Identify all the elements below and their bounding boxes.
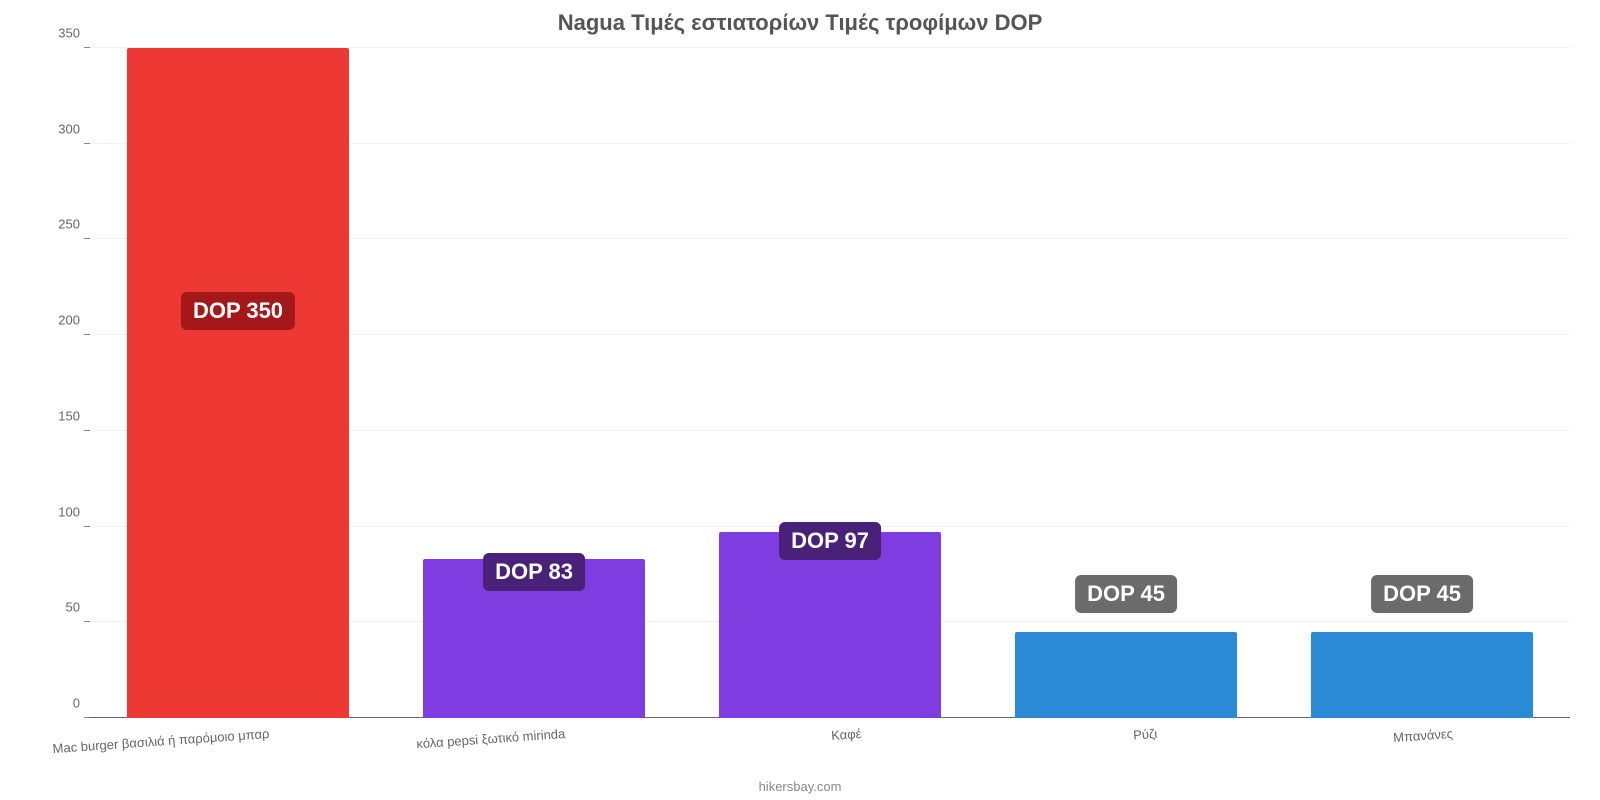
bar-value-label: DOP 83 [483,553,585,591]
bar [127,48,349,718]
plot-area: 050100150200250300350DOP 350Mac burger β… [90,48,1570,718]
y-tick [84,47,90,48]
bar-value-label: DOP 97 [779,522,881,560]
bar-value-label: DOP 45 [1075,575,1177,613]
bar [1015,632,1237,718]
y-tick-label: 300 [58,121,90,136]
bar-value-label: DOP 350 [181,292,295,330]
x-tick-label: Ρύζι [1132,718,1158,743]
x-tick-label: Καφέ [830,718,862,743]
y-tick-label: 100 [58,504,90,519]
x-tick-label: κόλα pepsi ξωτικό mirinda [415,718,565,751]
y-tick [84,717,90,718]
x-tick-label: Mac burger βασιλιά ή παρόμοιο μπαρ [51,718,269,756]
y-tick-label: 350 [58,26,90,41]
attribution: hikersbay.com [0,779,1600,794]
y-tick-label: 50 [66,600,90,615]
bar-chart: Nagua Τιμές εστιατορίων Τιμές τροφίμων D… [0,0,1600,800]
x-tick-label: Μπανάνες [1392,718,1453,745]
bar [719,532,941,718]
y-tick-label: 150 [58,408,90,423]
y-tick [84,430,90,431]
y-tick [84,526,90,527]
chart-title: Nagua Τιμές εστιατορίων Τιμές τροφίμων D… [0,10,1600,36]
y-tick-label: 0 [73,696,90,711]
y-tick [84,143,90,144]
bar-value-label: DOP 45 [1371,575,1473,613]
y-tick [84,621,90,622]
y-tick [84,334,90,335]
bar [1311,632,1533,718]
y-tick [84,238,90,239]
y-tick-label: 200 [58,313,90,328]
y-tick-label: 250 [58,217,90,232]
